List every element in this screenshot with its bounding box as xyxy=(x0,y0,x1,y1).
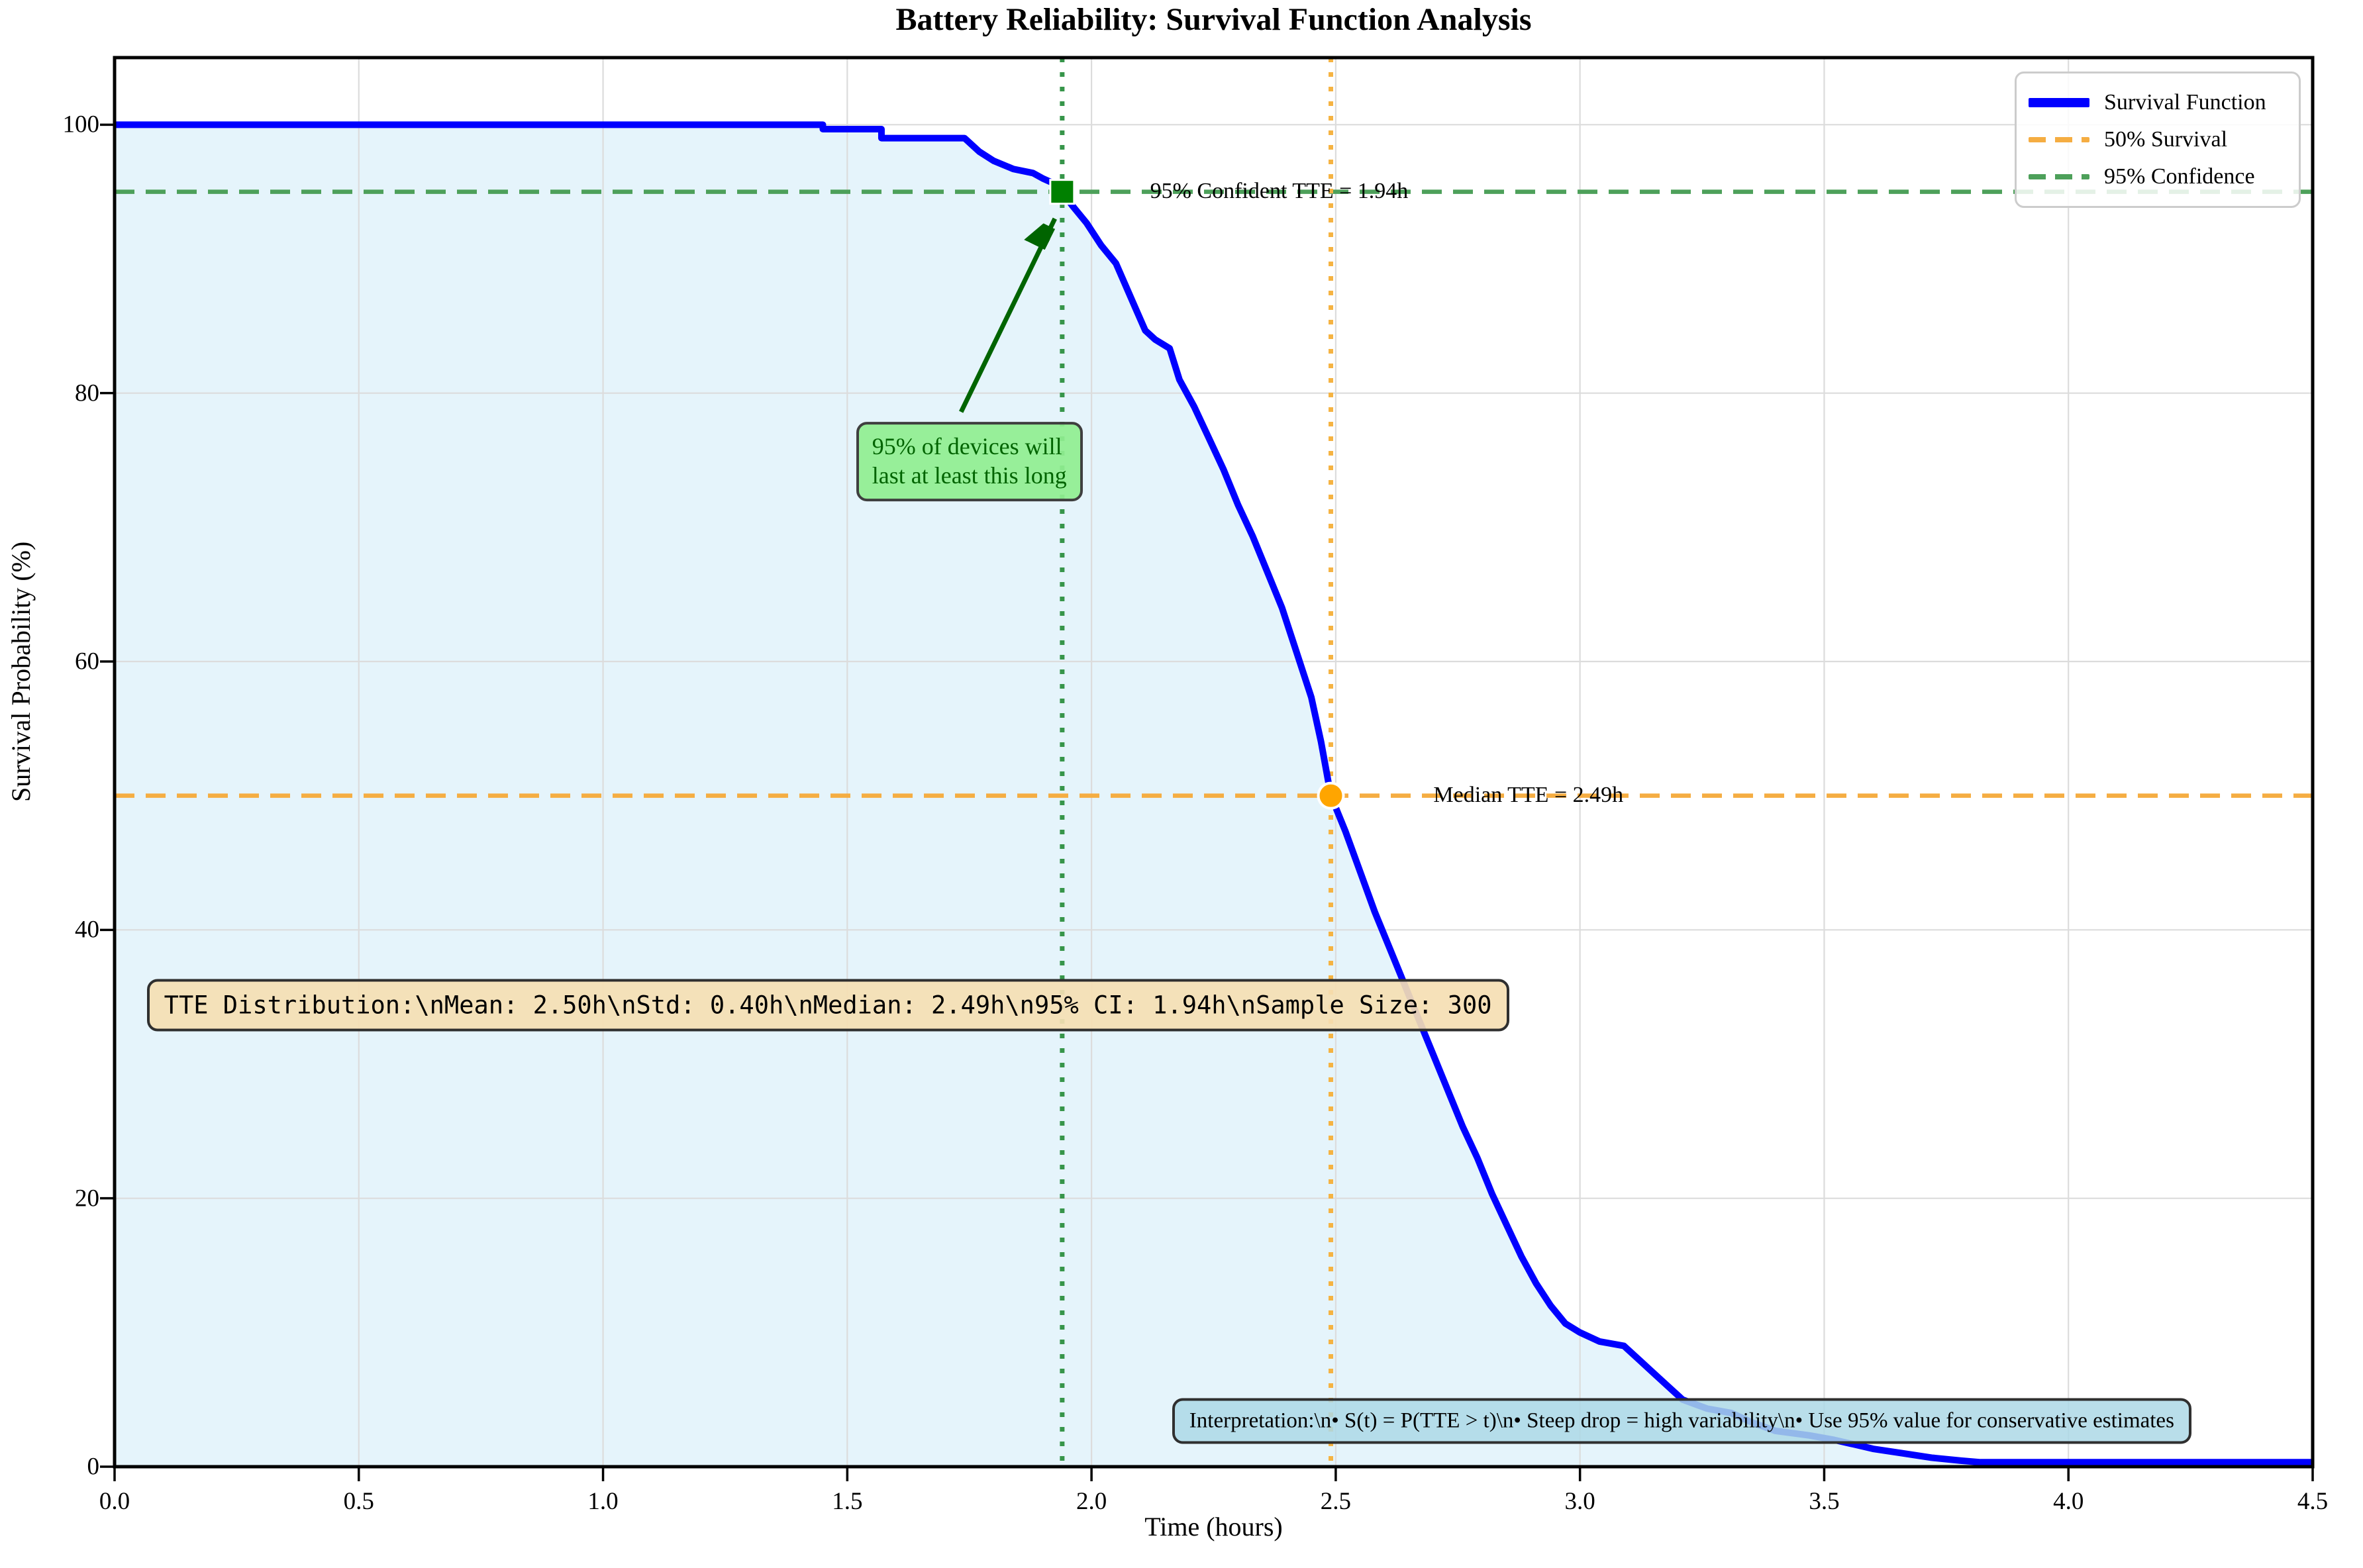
x-tick-label: 2.0 xyxy=(1076,1488,1107,1515)
x-tick-label: 1.5 xyxy=(832,1488,863,1515)
survival-plot xyxy=(100,56,2315,1481)
y-tick-label: 100 xyxy=(62,111,100,138)
y-tick-label: 0 xyxy=(87,1453,100,1481)
x-tick-label: 4.5 xyxy=(2297,1488,2329,1515)
y-tick-label: 20 xyxy=(75,1185,99,1212)
legend-item-50-survival: 50% Survival xyxy=(2029,121,2286,158)
tte-distribution-stats-box: TTE Distribution:\nMean: 2.50h\nStd: 0.4… xyxy=(146,979,1509,1032)
confidence-marker-square xyxy=(1049,179,1076,205)
legend: Survival Function 50% Survival 95% Confi… xyxy=(2015,72,2301,208)
x-tick-label: 3.5 xyxy=(1809,1488,1840,1515)
x-tick-label: 3.0 xyxy=(1564,1488,1595,1515)
ninetyfive-confidence-line-sample xyxy=(2029,174,2089,179)
x-axis-label: Time (hours) xyxy=(1144,1512,1283,1542)
plot-border xyxy=(113,56,2315,1469)
x-tick-label: 0.5 xyxy=(343,1488,374,1515)
x-tick-label: 1.0 xyxy=(587,1488,619,1515)
y-axis-label: Survival Probability (%) xyxy=(6,541,36,802)
legend-label: Survival Function xyxy=(2104,90,2266,115)
y-tick-label: 40 xyxy=(75,916,99,944)
x-tick-label: 4.0 xyxy=(2053,1488,2084,1515)
y-tick-label: 80 xyxy=(75,379,99,407)
legend-label: 95% Confidence xyxy=(2104,164,2255,189)
y-tick-label: 60 xyxy=(75,648,99,675)
x-tick-label: 2.5 xyxy=(1320,1488,1351,1515)
legend-item-95-confidence: 95% Confidence xyxy=(2029,158,2286,195)
fifty-survival-line-sample xyxy=(2029,137,2089,142)
confident-tte-annotation: 95% Confident TTE = 1.94h xyxy=(1150,178,1409,203)
legend-item-survival-function: Survival Function xyxy=(2029,84,2286,121)
median-tte-annotation: Median TTE = 2.49h xyxy=(1433,782,1624,807)
chart-title: Battery Reliability: Survival Function A… xyxy=(895,2,1532,37)
legend-label: 50% Survival xyxy=(2104,127,2228,152)
devices-note-box: 95% of devices will last at least this l… xyxy=(856,422,1083,501)
x-tick-label: 0.0 xyxy=(99,1488,130,1515)
survival-function-line-sample xyxy=(2029,98,2089,107)
interpretation-box: Interpretation:\n• S(t) = P(TTE > t)\n• … xyxy=(1172,1398,2191,1444)
annotation-arrow xyxy=(959,217,1057,413)
median-marker-circle xyxy=(1317,781,1345,810)
